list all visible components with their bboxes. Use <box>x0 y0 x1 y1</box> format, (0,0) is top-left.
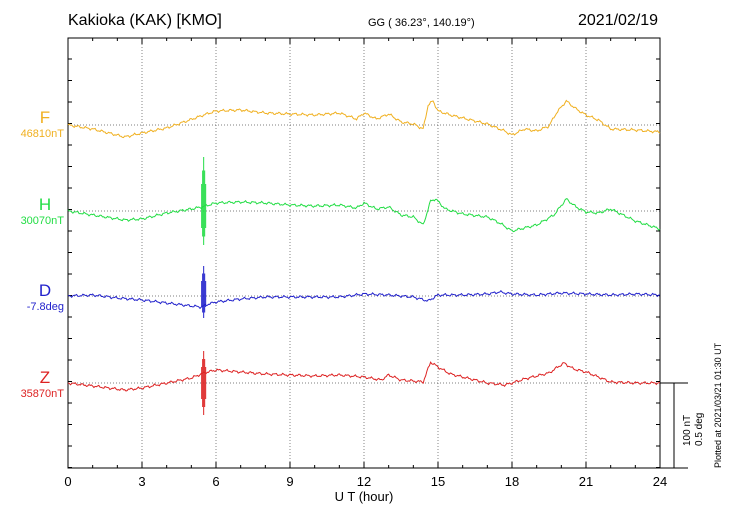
x-tick-label: 24 <box>653 474 667 489</box>
channel-label-z: Z <box>39 368 51 387</box>
channel-baseline-f: 46810nT <box>20 128 64 140</box>
x-tick-label: 0 <box>64 474 71 489</box>
scale-bar-label-nt: 100 nT <box>682 414 693 446</box>
x-tick-label: 12 <box>357 474 371 489</box>
station-title: Kakioka (KAK) [KMO] <box>68 12 222 29</box>
chart-date: 2021/02/19 <box>578 12 659 29</box>
x-tick-label: 6 <box>212 474 219 489</box>
series-line-h <box>67 198 661 233</box>
channel-label-h: H <box>38 195 52 214</box>
series-line-z <box>67 361 661 392</box>
channel-baseline-z: 35870nT <box>20 388 64 400</box>
x-axis-label: U T (hour) <box>335 489 394 504</box>
plotted-timestamp: Plotted at 2021/03/21 01:30 UT <box>713 342 723 468</box>
channel-baseline-d: -7.8deg <box>26 301 64 313</box>
plot-frame <box>67 37 661 469</box>
x-tick-label: 21 <box>579 474 593 489</box>
x-tick-label: 3 <box>138 474 145 489</box>
channel-label-f: F <box>39 108 51 127</box>
channel-baseline-h: 30070nT <box>20 215 64 227</box>
series-line-d <box>67 289 660 310</box>
station-coordinates: GG ( 36.23°, 140.19°) <box>368 17 475 29</box>
x-tick-label: 18 <box>505 474 519 489</box>
x-tick-label: 15 <box>431 474 445 489</box>
x-tick-label: 9 <box>286 474 293 489</box>
scale-bar-label-deg: 0.5 deg <box>694 412 705 446</box>
channel-label-d: D <box>38 281 52 300</box>
series-line-f <box>67 99 661 139</box>
